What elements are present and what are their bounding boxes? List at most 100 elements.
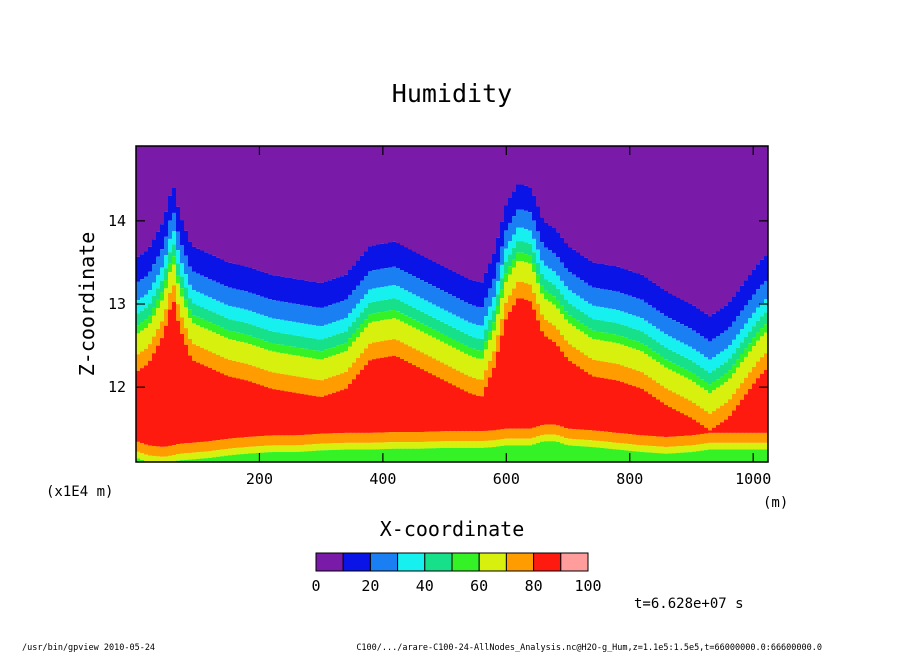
- field-cell: [632, 340, 637, 349]
- field-cell: [716, 387, 721, 409]
- field-cell: [344, 342, 349, 352]
- field-cell: [440, 447, 445, 462]
- field-cell: [668, 349, 673, 362]
- field-cell: [272, 275, 277, 301]
- field-cell: [332, 322, 337, 336]
- field-cell: [160, 446, 165, 457]
- field-cell: [268, 274, 273, 300]
- field-cell: [268, 388, 273, 436]
- field-cell: [232, 146, 237, 264]
- field-cell: [484, 349, 489, 371]
- field-cell: [520, 281, 525, 299]
- field-cell: [164, 211, 169, 237]
- field-cell: [256, 146, 261, 271]
- field-cell: [176, 444, 181, 455]
- field-cell: [640, 388, 645, 436]
- field-cell: [728, 358, 733, 371]
- field-cell: [412, 442, 417, 449]
- field-cell: [276, 146, 281, 276]
- field-cell: [668, 293, 673, 319]
- field-cell: [556, 232, 561, 258]
- field-cell: [524, 210, 529, 230]
- field-cell: [640, 445, 645, 453]
- field-cell: [392, 442, 397, 449]
- field-cell: [356, 442, 361, 450]
- field-cell: [336, 443, 341, 450]
- field-cell: [704, 433, 709, 444]
- field-cell: [684, 369, 689, 378]
- field-cell: [340, 390, 345, 434]
- field-cell: [160, 321, 165, 339]
- field-cell: [660, 446, 665, 454]
- field-cell: [536, 249, 541, 263]
- field-cell: [472, 337, 477, 349]
- field-cell: [644, 435, 649, 446]
- field-cell: [668, 436, 673, 447]
- field-cell: [692, 146, 697, 306]
- field-cell: [464, 431, 469, 442]
- field-cell: [172, 445, 177, 456]
- field-cell: [368, 442, 373, 450]
- field-cell: [148, 303, 153, 316]
- field-cell: [452, 339, 457, 348]
- field-cell: [176, 250, 181, 264]
- field-cell: [264, 297, 269, 317]
- field-cell: [524, 438, 529, 446]
- field-cell: [304, 348, 309, 358]
- field-cell: [696, 376, 701, 385]
- field-cell: [644, 320, 649, 335]
- field-cell: [260, 385, 265, 437]
- field-cell: [356, 317, 361, 329]
- field-cell: [576, 277, 581, 296]
- field-cell: [652, 396, 657, 437]
- colorbar-swatch: [424, 552, 453, 572]
- field-cell: [608, 448, 613, 462]
- field-cell: [508, 445, 513, 462]
- field-cell: [512, 428, 517, 439]
- field-cell: [444, 447, 449, 462]
- field-cell: [456, 447, 461, 462]
- field-cell: [312, 434, 317, 445]
- field-cell: [748, 388, 753, 433]
- field-cell: [164, 288, 169, 310]
- field-cell: [188, 298, 193, 310]
- field-cell: [320, 359, 325, 381]
- field-cell: [480, 282, 485, 308]
- field-cell: [204, 146, 209, 253]
- field-cell: [440, 333, 445, 342]
- field-cell: [456, 316, 461, 330]
- field-cell: [616, 432, 621, 443]
- colorbar-swatch: [560, 552, 589, 572]
- field-cell: [752, 442, 757, 450]
- field-cell: [532, 252, 537, 264]
- field-cell: [732, 393, 737, 411]
- field-cell: [480, 431, 485, 442]
- field-cell: [296, 347, 301, 356]
- field-cell: [288, 334, 293, 347]
- field-cell: [364, 348, 369, 366]
- field-cell: [564, 319, 569, 341]
- field-cell: [672, 409, 677, 437]
- field-cell: [340, 449, 345, 462]
- field-cell: [224, 146, 229, 262]
- field-cell: [380, 287, 385, 301]
- field-cell: [324, 358, 329, 379]
- field-cell: [680, 396, 685, 414]
- field-cell: [656, 453, 661, 462]
- field-cell: [196, 273, 201, 292]
- field-cell: [328, 377, 333, 395]
- field-cell: [536, 443, 541, 462]
- field-cell: [664, 291, 669, 316]
- field-cell: [704, 313, 709, 339]
- field-cell: [400, 448, 405, 462]
- field-cell: [180, 245, 185, 264]
- field-cell: [736, 146, 741, 292]
- field-cell: [368, 449, 373, 462]
- field-cell: [376, 321, 381, 342]
- field-cell: [268, 371, 273, 389]
- field-cell: [240, 379, 245, 438]
- field-cell: [552, 252, 557, 272]
- field-cell: [308, 337, 313, 350]
- field-cell: [248, 267, 253, 293]
- field-cell: [556, 146, 561, 233]
